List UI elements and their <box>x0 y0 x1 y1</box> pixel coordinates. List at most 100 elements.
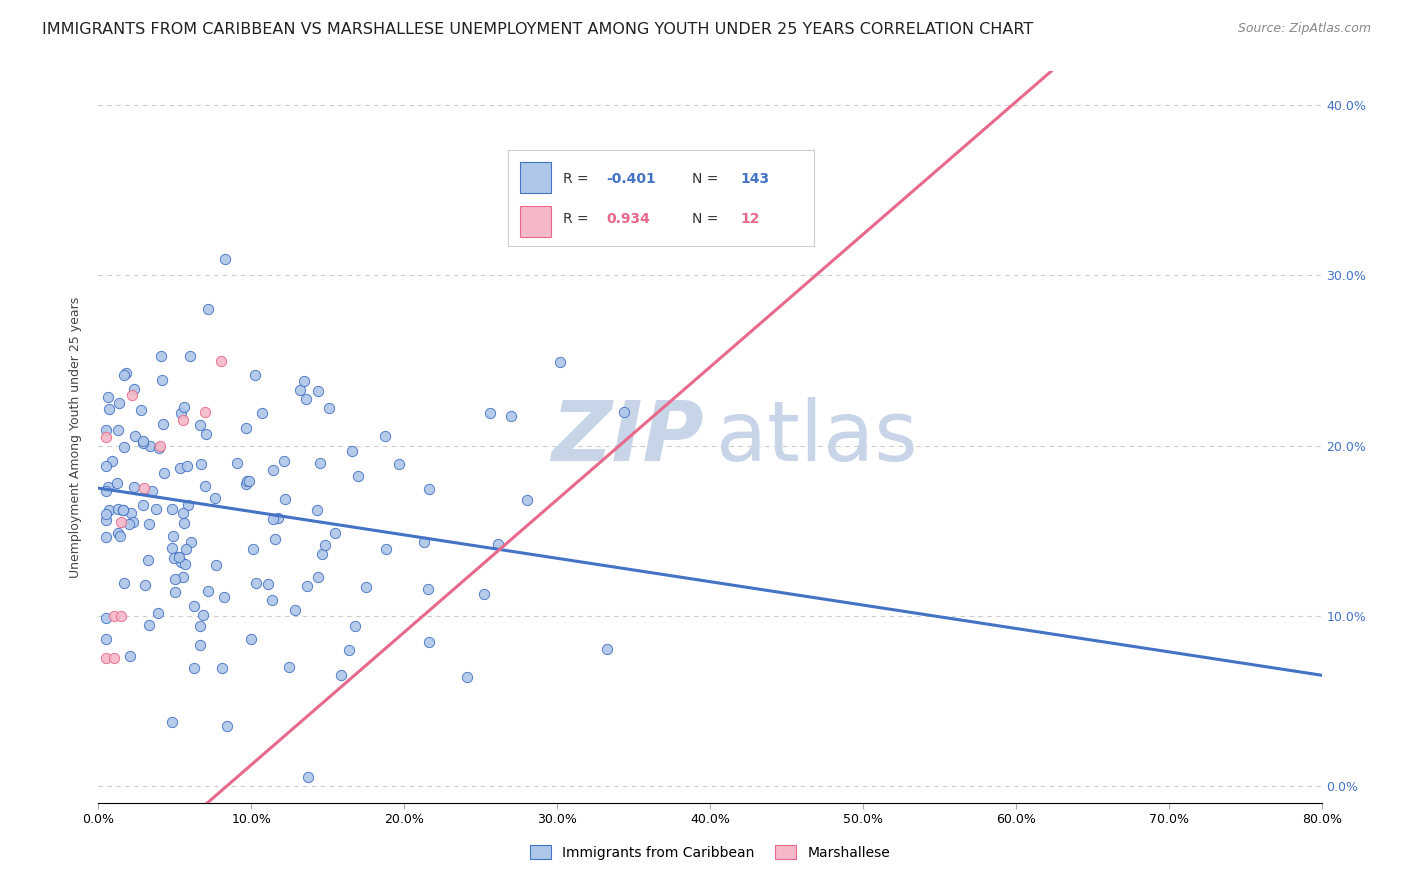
Point <box>388 457 411 471</box>
Point <box>150 349 173 363</box>
Point <box>124 480 146 494</box>
Point <box>173 516 195 530</box>
Point <box>294 392 316 406</box>
Point <box>418 482 440 496</box>
Point <box>114 366 136 380</box>
Point <box>112 502 135 516</box>
Point <box>96 483 118 498</box>
Point <box>499 409 522 423</box>
Point <box>136 553 159 567</box>
Text: R =: R = <box>564 172 593 186</box>
Point <box>152 417 174 431</box>
Text: ZIP: ZIP <box>551 397 704 477</box>
Point <box>166 549 188 564</box>
Point <box>262 592 284 607</box>
Point <box>194 404 217 418</box>
Text: Source: ZipAtlas.com: Source: ZipAtlas.com <box>1237 22 1371 36</box>
Point <box>132 498 155 512</box>
Point <box>94 458 117 473</box>
Point <box>340 443 363 458</box>
Point <box>197 302 219 317</box>
Point <box>107 525 129 540</box>
Point <box>107 396 129 410</box>
Point <box>613 405 636 419</box>
Point <box>188 638 211 652</box>
Point <box>139 439 162 453</box>
Text: 143: 143 <box>741 172 769 186</box>
Point <box>472 586 495 600</box>
Point <box>163 550 186 565</box>
Point <box>245 576 267 591</box>
Point <box>110 608 132 623</box>
Point <box>112 575 135 590</box>
Point <box>548 354 571 368</box>
Point <box>375 542 398 557</box>
Point <box>94 530 117 544</box>
Point <box>163 584 186 599</box>
Point <box>138 618 160 632</box>
Text: N =: N = <box>692 172 723 186</box>
Bar <box>520 162 551 194</box>
Point <box>141 483 163 498</box>
Point <box>217 719 239 733</box>
Point <box>160 714 183 729</box>
Point <box>197 584 219 599</box>
Point <box>307 503 329 517</box>
Bar <box>520 206 551 236</box>
Point <box>94 611 117 625</box>
Point <box>374 429 396 443</box>
Point <box>214 590 236 604</box>
Point <box>100 454 122 468</box>
Point <box>103 651 125 665</box>
Point <box>94 508 117 522</box>
Point <box>264 533 287 547</box>
Point <box>112 503 135 517</box>
Point <box>347 468 370 483</box>
Point <box>110 515 132 529</box>
Point <box>160 501 183 516</box>
Point <box>262 512 284 526</box>
Point <box>118 516 141 531</box>
Point <box>169 461 191 475</box>
Point <box>149 439 172 453</box>
Point <box>177 498 200 512</box>
Point <box>180 534 202 549</box>
Point <box>418 635 440 649</box>
Text: 12: 12 <box>741 212 761 227</box>
Point <box>107 502 129 516</box>
Point <box>194 479 217 493</box>
Point <box>266 511 288 525</box>
Point <box>318 401 340 416</box>
Point <box>107 423 129 437</box>
Point <box>124 428 146 442</box>
Point <box>132 435 155 450</box>
Point <box>262 463 284 477</box>
Point <box>148 606 170 620</box>
Point <box>418 582 440 597</box>
Point <box>170 406 193 420</box>
Point <box>257 576 280 591</box>
Point <box>124 382 146 396</box>
Point <box>167 549 190 564</box>
Point <box>596 641 619 656</box>
Point <box>235 476 257 491</box>
Point <box>205 558 228 573</box>
Point <box>97 390 120 404</box>
Point <box>188 418 211 433</box>
Point <box>239 632 262 646</box>
Point <box>172 413 194 427</box>
Point <box>148 441 170 455</box>
Point <box>176 542 198 557</box>
Point <box>150 373 173 387</box>
Point <box>456 670 478 684</box>
Point <box>97 480 120 494</box>
Point <box>118 648 141 663</box>
Point <box>165 573 187 587</box>
Point <box>307 384 329 399</box>
Point <box>278 659 301 673</box>
Point <box>190 458 212 472</box>
Point <box>112 440 135 454</box>
Point <box>94 423 117 437</box>
Point <box>235 474 257 488</box>
Point <box>307 570 329 584</box>
